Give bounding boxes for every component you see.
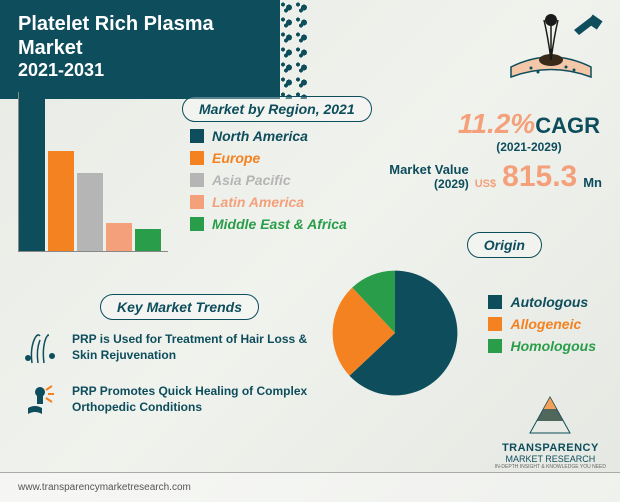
legend-swatch — [190, 195, 204, 209]
legend-label: North America — [212, 128, 308, 144]
bar — [77, 173, 103, 251]
trend-item: PRP Promotes Quick Healing of Complex Or… — [20, 380, 330, 420]
legend-item: Europe — [190, 150, 347, 166]
legend-item: Autologous — [488, 294, 596, 310]
legend-item: Asia Pacific — [190, 172, 347, 188]
footer-url: www.transparencymarketresearch.com — [18, 482, 191, 493]
legend-label: Asia Pacific — [212, 172, 291, 188]
mv-unit: Mn — [583, 175, 602, 190]
header-banner: Platelet Rich Plasma Market 2021-2031 — [0, 0, 280, 99]
trends-section-title: Key Market Trends — [100, 294, 259, 320]
mv-value: 815.3 — [502, 160, 577, 194]
mv-label: Market Value — [389, 163, 469, 177]
title-years: 2021-2031 — [18, 60, 262, 81]
origin-section-title: Origin — [467, 232, 542, 258]
bar — [19, 96, 45, 251]
legend-label: Autologous — [510, 294, 588, 310]
legend-label: Homologous — [510, 338, 596, 354]
legend-label: Allogeneic — [510, 316, 581, 332]
legend-swatch — [190, 151, 204, 165]
bar — [106, 223, 132, 251]
legend-item: Homologous — [488, 338, 596, 354]
region-bar-chart — [18, 92, 168, 252]
legend-swatch — [190, 173, 204, 187]
cagr-label: CAGR — [535, 113, 600, 138]
legend-swatch — [488, 339, 502, 353]
title: Platelet Rich Plasma Market — [18, 12, 262, 60]
legend-item: Allogeneic — [488, 316, 596, 332]
logo-name: TRANSPARENCY — [495, 442, 606, 454]
market-value-stat: Market Value (2029) US$ 815.3 Mn — [389, 160, 602, 194]
region-legend: North America Europe Asia Pacific Latin Ame… — [190, 128, 347, 238]
cagr-stat: 11.2%CAGR (2021-2029) — [458, 108, 600, 154]
bar — [48, 151, 74, 251]
cagr-value: 11.2% — [458, 108, 535, 139]
legend-label: Europe — [212, 150, 260, 166]
origin-pie-chart — [330, 268, 460, 398]
logo-sub: MARKET RESEARCH — [495, 454, 606, 464]
legend-item: Middle East & Africa — [190, 216, 347, 232]
legend-swatch — [488, 317, 502, 331]
mv-year: (2029) — [389, 178, 469, 191]
hair-injection-illustration — [496, 12, 606, 93]
company-logo: TRANSPARENCY MARKET RESEARCH IN-DEPTH IN… — [495, 395, 606, 470]
region-section-title: Market by Region, 2021 — [182, 96, 372, 122]
mv-currency: US$ — [475, 178, 496, 190]
legend-swatch — [488, 295, 502, 309]
logo-tag: IN-DEPTH INSIGHT & KNOWLEDGE YOU NEED — [495, 464, 606, 470]
trend-text: PRP Promotes Quick Healing of Complex Or… — [72, 384, 330, 415]
legend-label: Latin America — [212, 194, 304, 210]
legend-item: North America — [190, 128, 347, 144]
trends-list: PRP is Used for Treatment of Hair Loss &… — [20, 328, 330, 432]
trend-text: PRP is Used for Treatment of Hair Loss &… — [72, 332, 330, 363]
cagr-period: (2021-2029) — [458, 140, 600, 154]
trend-item: PRP is Used for Treatment of Hair Loss &… — [20, 328, 330, 368]
legend-item: Latin America — [190, 194, 347, 210]
bar — [135, 229, 161, 251]
origin-legend: Autologous Allogeneic Homologous — [488, 294, 596, 360]
legend-label: Middle East & Africa — [212, 216, 347, 232]
hand-care-icon — [20, 380, 60, 420]
legend-swatch — [190, 129, 204, 143]
legend-swatch — [190, 217, 204, 231]
footer: www.transparencymarketresearch.com — [0, 472, 620, 502]
hair-strand-icon — [20, 328, 60, 368]
